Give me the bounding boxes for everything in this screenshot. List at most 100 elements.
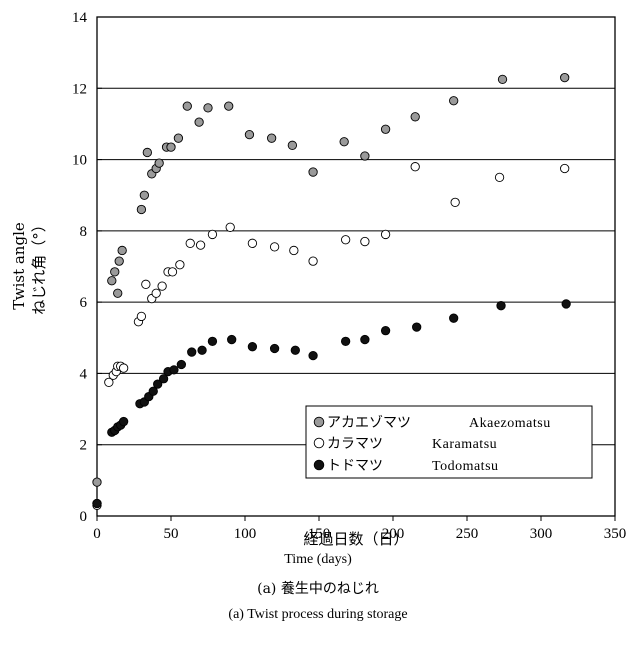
data-point-akaezomatsu [410,112,420,122]
data-point-todomatsu [247,342,258,352]
data-point-akaezomatsu [244,129,255,140]
data-point-todomatsu [412,322,422,332]
y-tick-label: 6 [80,295,88,311]
legend: アカエゾマツ Akaezomatsu カラマツ Karamatsu トドマツ T… [305,405,593,479]
data-point-akaezomatsu [308,167,318,177]
figure-caption-en: (a) Twist process during storage [228,607,408,622]
data-point-akaezomatsu [114,256,124,266]
data-point-karamatsu [136,311,147,322]
data-point-karamatsu [225,222,235,232]
data-point-todomatsu [118,416,129,427]
data-point-todomatsu [176,359,187,370]
y-axis-label-ja: ねじれ角（°） [30,217,48,315]
data-point-todomatsu [496,301,506,311]
data-point-akaezomatsu [110,267,120,277]
plot-area-frame [96,16,616,517]
data-point-karamatsu [410,162,420,172]
data-point-akaezomatsu [92,477,102,487]
data-point-karamatsu [207,229,218,240]
data-point-karamatsu [308,256,318,266]
data-point-akaezomatsu [113,288,123,298]
y-axis-label-en: Twist angle [10,222,28,310]
x-tick-label: 150 [308,526,331,542]
data-point-todomatsu [153,379,163,389]
y-tick-label: 14 [72,10,88,26]
data-point-akaezomatsu [449,96,459,106]
x-tick-label: 0 [93,526,101,542]
data-point-akaezomatsu [136,204,147,215]
scatter-chart: 0 2 4 6 8 10 12 14 0 50 100 150 200 250 300 350 Twist … [10,10,626,548]
data-point-todomatsu [269,343,280,354]
data-point-akaezomatsu [154,158,164,168]
data-point-akaezomatsu [194,117,204,127]
legend-label-akaezomatsu-en: Akaezomatsu [469,416,551,431]
data-point-akaezomatsu [142,147,152,158]
data-point-todomatsu [197,345,207,355]
data-point-todomatsu [227,334,237,345]
data-point-akaezomatsu [203,103,213,113]
data-point-todomatsu [561,299,571,309]
data-point-akaezomatsu [339,137,349,147]
data-point-karamatsu [118,363,129,373]
data-point-karamatsu [560,163,570,174]
data-point-todomatsu [308,350,318,361]
data-point-karamatsu [195,240,206,250]
legend-marker-akaezomatsu [313,416,325,428]
data-point-karamatsu [289,245,299,256]
x-axis-label-ja: 経過日数（日） [303,530,408,548]
y-tick-label: 12 [72,81,87,97]
data-point-karamatsu [494,172,505,183]
data-point-todomatsu [340,336,351,346]
data-point-karamatsu [175,260,185,270]
data-point-todomatsu [380,326,391,336]
y-axis-ticks: 0 2 4 6 8 10 12 14 [72,10,102,525]
legend-label-karamatsu-en: Karamatsu [432,437,497,452]
data-point-akaezomatsu [117,245,127,256]
data-point-akaezomatsu [266,133,277,143]
data-point-karamatsu [360,236,370,247]
x-tick-label: 50 [164,526,179,542]
x-tick-label: 100 [234,526,257,542]
data-points [92,72,571,510]
data-point-akaezomatsu [173,133,184,143]
data-point-karamatsu [340,235,351,245]
legend-label-karamatsu-ja: カラマツ [327,436,383,452]
legend-label-akaezomatsu-ja: アカエゾマツ [327,415,411,431]
data-point-todomatsu [148,386,158,396]
x-tick-label: 200 [382,526,405,542]
data-point-karamatsu [269,242,280,252]
data-point-karamatsu [141,279,151,289]
legend-label-todomatsu-en: Todomatsu [432,459,499,474]
data-point-akaezomatsu [497,74,508,85]
y-tick-label: 10 [72,153,87,169]
data-point-karamatsu [104,377,114,387]
data-point-karamatsu [247,238,258,248]
data-point-karamatsu [157,281,167,291]
data-point-todomatsu [158,374,169,384]
x-tick-label: 300 [530,526,553,542]
data-point-akaezomatsu [360,151,370,161]
legend-label-todomatsu-ja: トドマツ [327,458,383,474]
data-point-karamatsu [151,288,161,298]
legend-marker-todomatsu [313,459,325,471]
data-point-todomatsu [290,345,300,355]
x-tick-label: 350 [604,526,627,542]
data-point-akaezomatsu [166,142,176,152]
legend-marker-karamatsu [313,437,325,449]
y-tick-label: 0 [80,509,88,525]
figure-caption-ja: (a) 養生中のねじれ [257,581,379,597]
x-axis-ticks: 0 50 100 150 200 250 300 350 [93,516,626,542]
data-point-karamatsu [185,238,195,248]
gridlines [97,87,615,446]
data-point-karamatsu [450,197,460,207]
x-axis-label-en: Time (days) [284,552,352,567]
data-point-akaezomatsu [380,124,391,134]
y-tick-label: 2 [80,438,88,454]
data-point-todomatsu [187,347,197,357]
data-point-todomatsu [169,365,179,375]
data-point-todomatsu [207,336,218,346]
data-point-karamatsu [167,267,178,277]
data-point-karamatsu [380,229,391,240]
y-tick-label: 8 [80,224,88,240]
data-point-todomatsu [449,313,459,323]
